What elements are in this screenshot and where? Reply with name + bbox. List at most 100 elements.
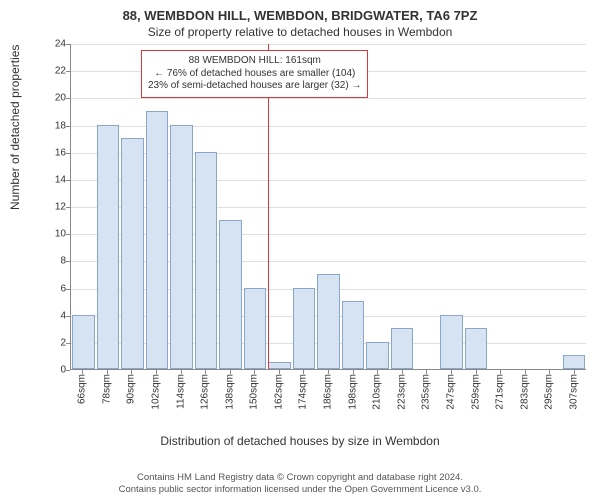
y-axis-label: Number of detached properties (8, 45, 22, 210)
y-tick-label: 14 (46, 174, 66, 185)
y-tick-mark (66, 234, 70, 235)
x-label-slot: 271sqm (488, 372, 513, 410)
x-label-slot: 283sqm (512, 372, 537, 410)
plot-area: 88 WEMBDON HILL: 161sqm ← 76% of detache… (70, 44, 586, 370)
x-tick-label: 283sqm (519, 374, 530, 410)
x-label-slot: 90sqm (119, 372, 144, 410)
bar (342, 301, 365, 369)
y-tick-label: 10 (46, 229, 66, 240)
x-label-slot: 102sqm (144, 372, 169, 410)
bar-slot (537, 44, 562, 369)
y-tick-mark (66, 71, 70, 72)
y-tick-mark (66, 153, 70, 154)
y-tick-label: 6 (46, 283, 66, 294)
y-tick-label: 16 (46, 147, 66, 158)
x-label-slot: 138sqm (217, 372, 242, 410)
x-label-slot: 247sqm (439, 372, 464, 410)
bar-slot (96, 44, 121, 369)
y-tick-mark (66, 370, 70, 371)
x-tick-label: 247sqm (445, 374, 456, 410)
bar-slot (365, 44, 390, 369)
histogram-chart: 88 WEMBDON HILL: 161sqm ← 76% of detache… (46, 44, 586, 410)
x-label-slot: 235sqm (414, 372, 439, 410)
bar (195, 152, 218, 369)
y-tick-label: 2 (46, 337, 66, 348)
x-label-slot: 78sqm (95, 372, 120, 410)
y-tick-mark (66, 98, 70, 99)
annotation-line-3: 23% of semi-detached houses are larger (… (148, 80, 361, 93)
x-tick-label: 186sqm (323, 374, 334, 410)
bar (317, 274, 340, 369)
x-tick-label: 295sqm (544, 374, 555, 410)
y-tick-label: 18 (46, 120, 66, 131)
x-label-slot: 210sqm (365, 372, 390, 410)
y-tick-label: 20 (46, 93, 66, 104)
footnote: Contains HM Land Registry data © Crown c… (0, 472, 600, 496)
x-tick-label: 198sqm (347, 374, 358, 410)
bar (72, 315, 95, 369)
x-label-slot: 174sqm (291, 372, 316, 410)
x-tick-label: 235sqm (421, 374, 432, 410)
x-tick-label: 66sqm (77, 374, 88, 404)
x-label-slot: 307sqm (562, 372, 587, 410)
x-tick-label: 90sqm (126, 374, 137, 404)
y-tick-mark (66, 180, 70, 181)
x-label-slot: 66sqm (70, 372, 95, 410)
x-label-slot: 126sqm (193, 372, 218, 410)
x-tick-label: 174sqm (298, 374, 309, 410)
bar-slot (390, 44, 415, 369)
x-label-slot: 186sqm (316, 372, 341, 410)
bar-slot (439, 44, 464, 369)
x-tick-label: 150sqm (249, 374, 260, 410)
annotation-line-1: 88 WEMBDON HILL: 161sqm (148, 55, 361, 68)
y-tick-mark (66, 126, 70, 127)
x-label-slot: 295sqm (537, 372, 562, 410)
x-label-slot: 223sqm (390, 372, 415, 410)
x-tick-label: 271sqm (495, 374, 506, 410)
annotation-line-2: ← 76% of detached houses are smaller (10… (148, 68, 361, 81)
y-tick-mark (66, 343, 70, 344)
y-tick-mark (66, 316, 70, 317)
bar (121, 138, 144, 369)
x-tick-label: 78sqm (101, 374, 112, 404)
footnote-line-2: Contains public sector information licen… (0, 484, 600, 496)
bar (440, 315, 463, 369)
x-tick-label: 114sqm (175, 374, 186, 409)
bar (268, 362, 291, 369)
y-tick-mark (66, 289, 70, 290)
y-tick-mark (66, 44, 70, 45)
bar-slot (562, 44, 587, 369)
x-label-slot: 259sqm (463, 372, 488, 410)
bar (170, 125, 193, 370)
bar (465, 328, 488, 369)
bar (293, 288, 316, 370)
bar (219, 220, 242, 369)
page-title-address: 88, WEMBDON HILL, WEMBDON, BRIDGWATER, T… (0, 0, 600, 23)
x-tick-label: 259sqm (470, 374, 481, 410)
y-tick-label: 0 (46, 365, 66, 376)
y-tick-label: 24 (46, 39, 66, 50)
x-axis-label: Distribution of detached houses by size … (0, 434, 600, 448)
bar (391, 328, 414, 369)
x-tick-label: 138sqm (224, 374, 235, 410)
y-tick-mark (66, 207, 70, 208)
x-tick-label: 223sqm (396, 374, 407, 410)
bar (366, 342, 389, 369)
bar (563, 355, 586, 369)
x-labels: 66sqm 78sqm 90sqm 102sqm 114sqm 126sqm 138sqm 1… (70, 372, 586, 410)
y-tick-label: 22 (46, 66, 66, 77)
y-tick-mark (66, 261, 70, 262)
bar-slot (513, 44, 538, 369)
x-label-slot: 114sqm (168, 372, 193, 410)
bar-slot (464, 44, 489, 369)
y-tick-label: 12 (46, 202, 66, 213)
page-subtitle: Size of property relative to detached ho… (0, 23, 600, 43)
x-tick-label: 102sqm (151, 374, 162, 410)
y-tick-label: 8 (46, 256, 66, 267)
bar (97, 125, 120, 370)
bar (244, 288, 267, 370)
bar-slot (488, 44, 513, 369)
x-tick-label: 162sqm (273, 374, 284, 410)
x-tick-label: 307sqm (568, 374, 579, 410)
bar (146, 111, 169, 369)
